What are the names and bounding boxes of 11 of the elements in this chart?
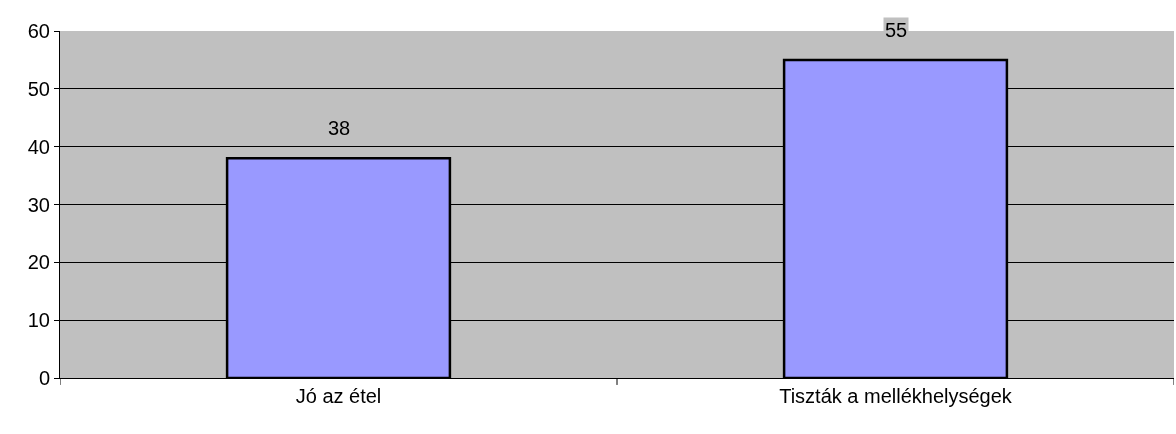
y-tick-label: 40 xyxy=(27,135,50,158)
y-tick-label: 0 xyxy=(38,367,50,389)
data-label: 55 xyxy=(885,19,908,41)
x-tick-label: Jó az étel xyxy=(295,385,382,407)
y-tick-label: 50 xyxy=(27,77,50,100)
x-tick-label: Tiszták a mellékhelységek xyxy=(779,385,1013,407)
y-tick-label: 20 xyxy=(27,251,50,274)
data-label: 38 xyxy=(328,117,351,139)
y-tick-label: 60 xyxy=(27,20,50,42)
y-tick-label: 10 xyxy=(27,309,50,332)
y-tick-label: 30 xyxy=(27,193,50,216)
